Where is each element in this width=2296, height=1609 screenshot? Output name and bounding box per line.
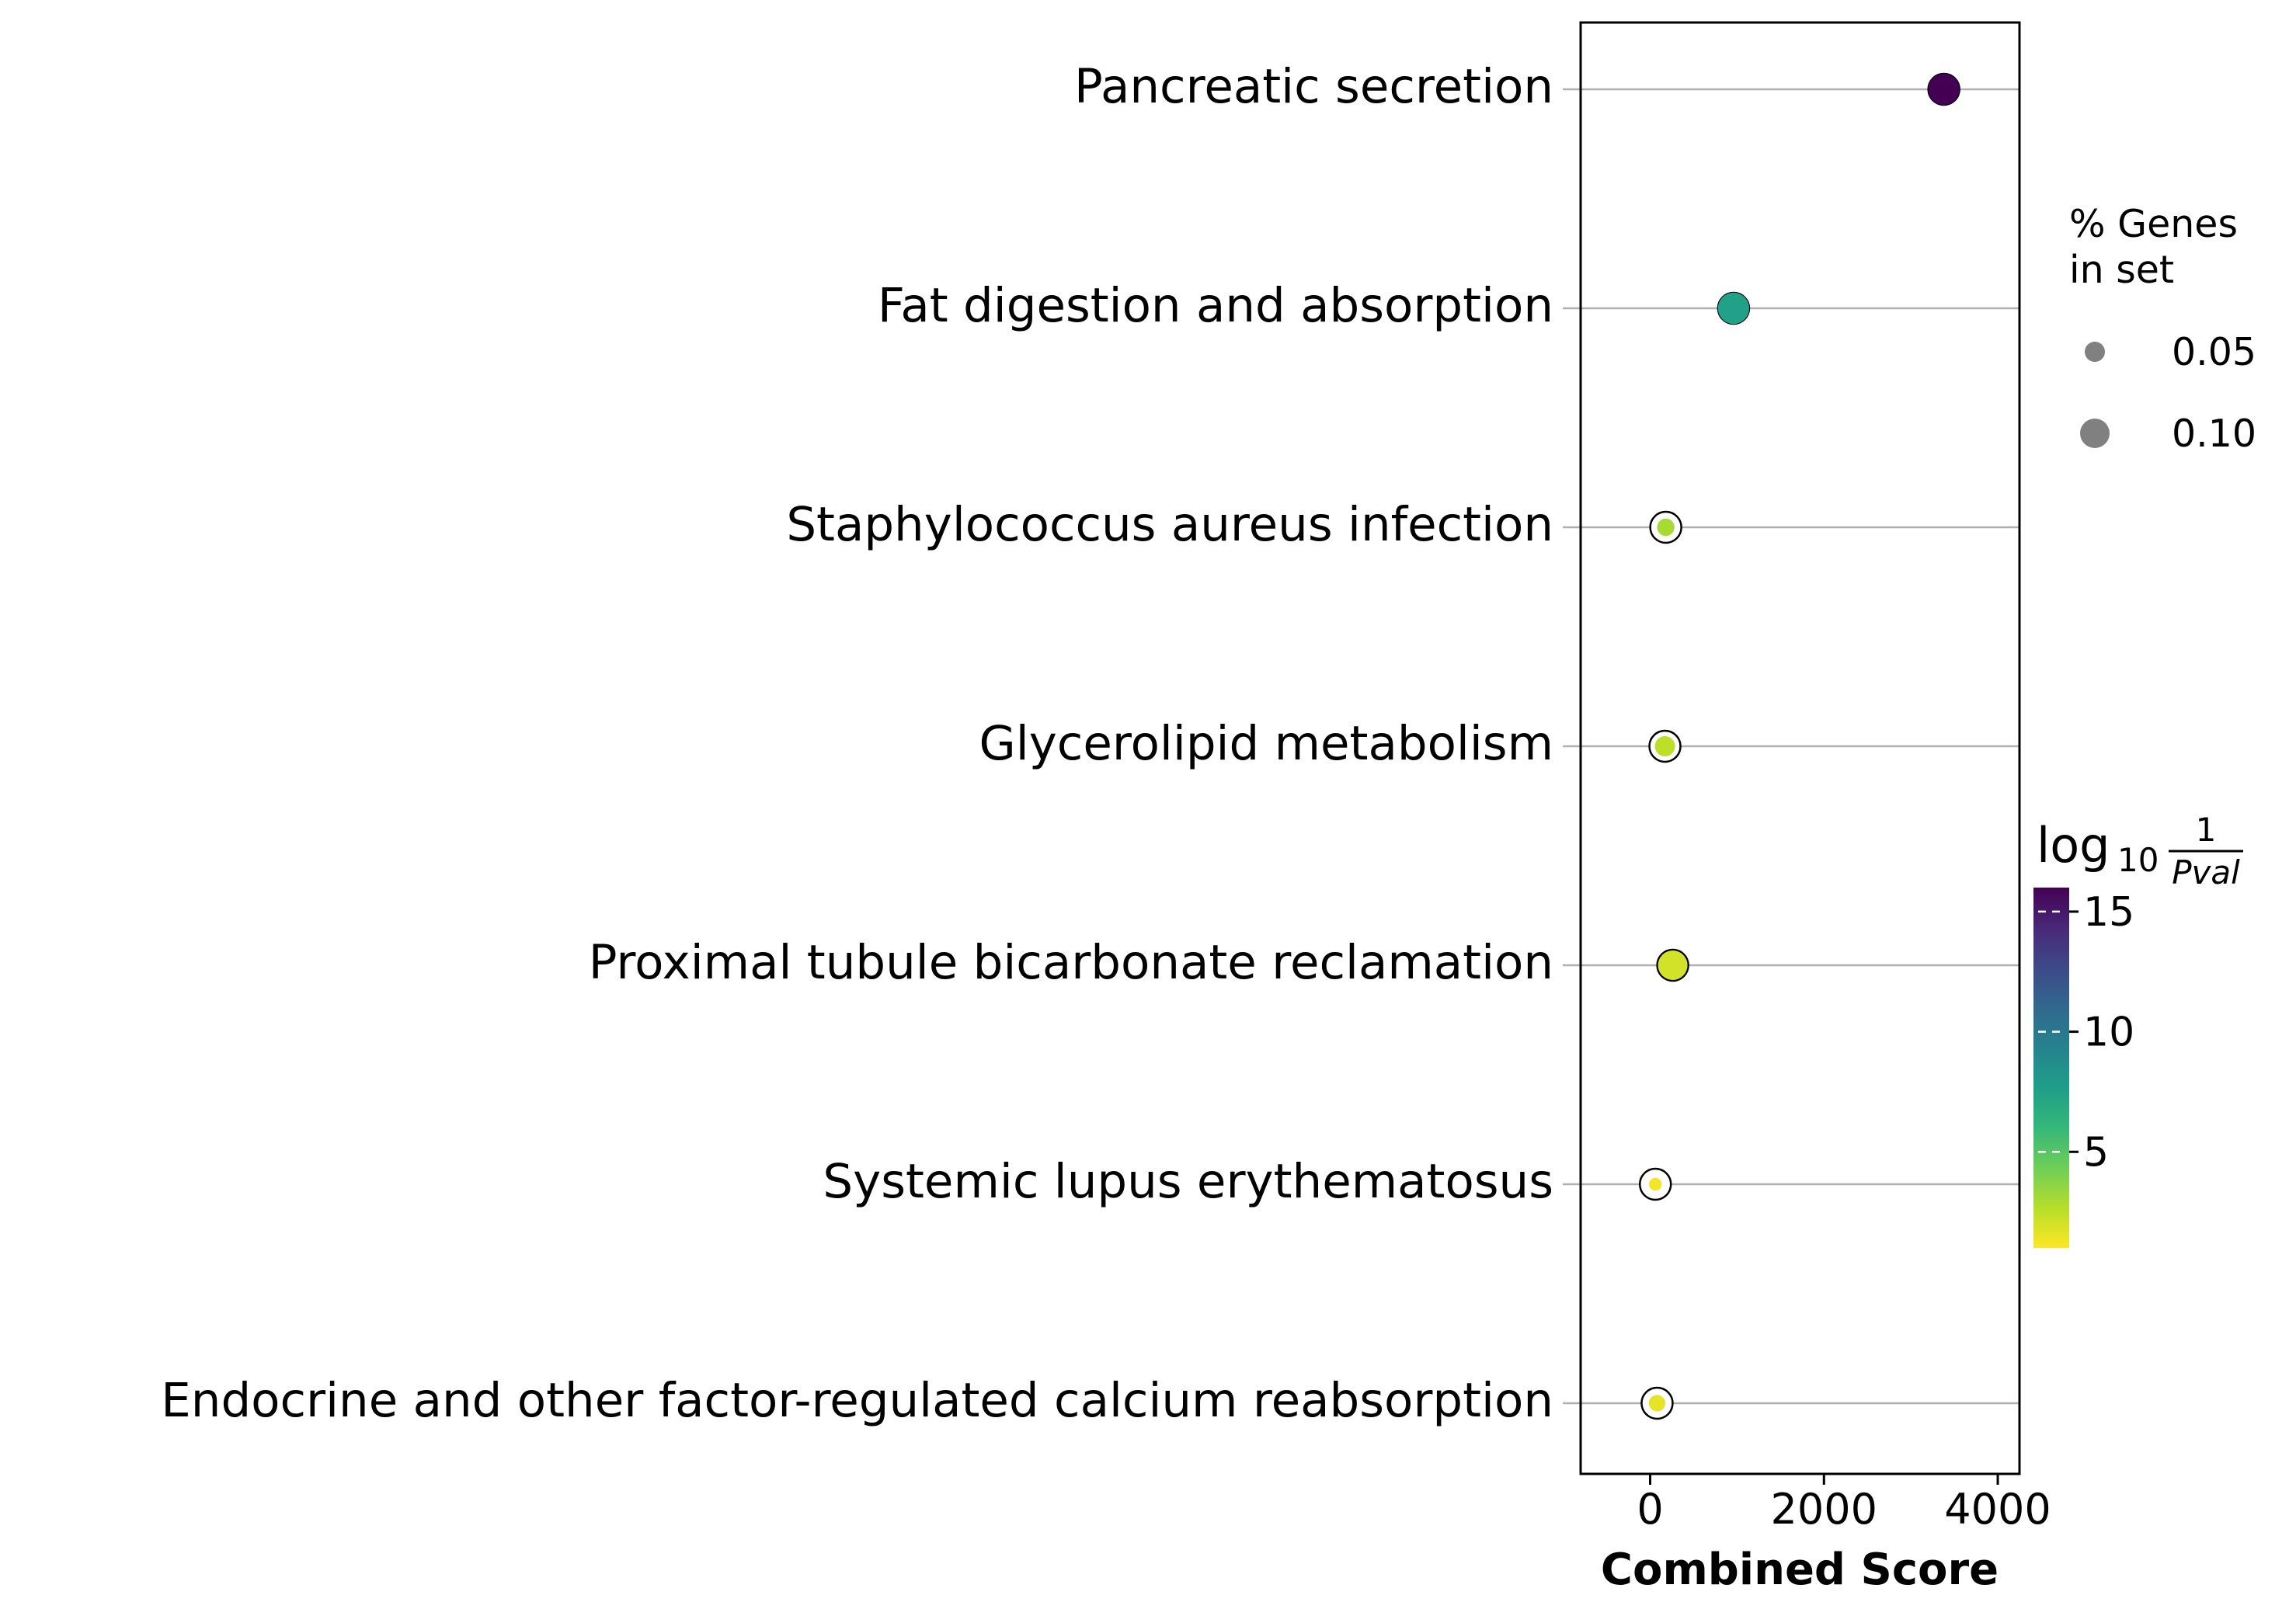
colorbar-label-base: log bbox=[2037, 817, 2110, 874]
data-point bbox=[1648, 1395, 1666, 1412]
data-point bbox=[1649, 1177, 1662, 1191]
size-legend-title: % Genes bbox=[2069, 202, 2238, 246]
size-legend-marker bbox=[2080, 419, 2110, 448]
colorbar-label-denominator: Pval bbox=[2172, 853, 2240, 891]
data-point bbox=[1657, 518, 1675, 537]
size-legend-title: in set bbox=[2069, 248, 2174, 292]
x-tick-label: 2000 bbox=[1771, 1485, 1877, 1534]
colorbar-tick-label: 15 bbox=[2083, 889, 2134, 936]
data-point bbox=[1928, 73, 1960, 106]
category-label: Pancreatic secretion bbox=[1074, 59, 1553, 114]
data-point bbox=[1717, 292, 1750, 325]
category-label: Proximal tubule bicarbonate reclamation bbox=[589, 935, 1553, 990]
x-tick-label: 0 bbox=[1637, 1485, 1663, 1534]
category-label: Fat digestion and absorption bbox=[878, 278, 1553, 333]
x-tick-label: 4000 bbox=[1944, 1485, 2051, 1534]
size-legend-marker bbox=[2085, 342, 2105, 362]
size-legend-label: 0.10 bbox=[2172, 412, 2256, 456]
colorbar-tick-label: 10 bbox=[2083, 1010, 2134, 1056]
plot-frame bbox=[1579, 21, 2021, 1475]
category-label: Glycerolipid metabolism bbox=[979, 716, 1553, 771]
colorbar-label-subscript: 10 bbox=[2117, 841, 2159, 879]
x-axis: 0 2000 4000 bbox=[1637, 1474, 2051, 1534]
data-point bbox=[1658, 950, 1688, 980]
colorbar-tick-label: 5 bbox=[2083, 1129, 2109, 1176]
size-legend-label: 0.05 bbox=[2172, 330, 2256, 374]
data-point bbox=[1654, 736, 1675, 756]
colorbar-bar bbox=[2033, 888, 2069, 1248]
x-axis-label: Combined Score bbox=[1601, 1545, 1999, 1595]
category-label: Endocrine and other factor-regulated cal… bbox=[161, 1373, 1553, 1428]
colorbar-label-numerator: 1 bbox=[2196, 811, 2217, 849]
category-label: Systemic lupus erythematosus bbox=[823, 1154, 1553, 1209]
category-label: Staphylococcus aureus infection bbox=[786, 497, 1553, 552]
data-points bbox=[1638, 72, 1960, 1420]
category-labels: Pancreatic secretion Fat digestion and ab… bbox=[161, 59, 1553, 1428]
